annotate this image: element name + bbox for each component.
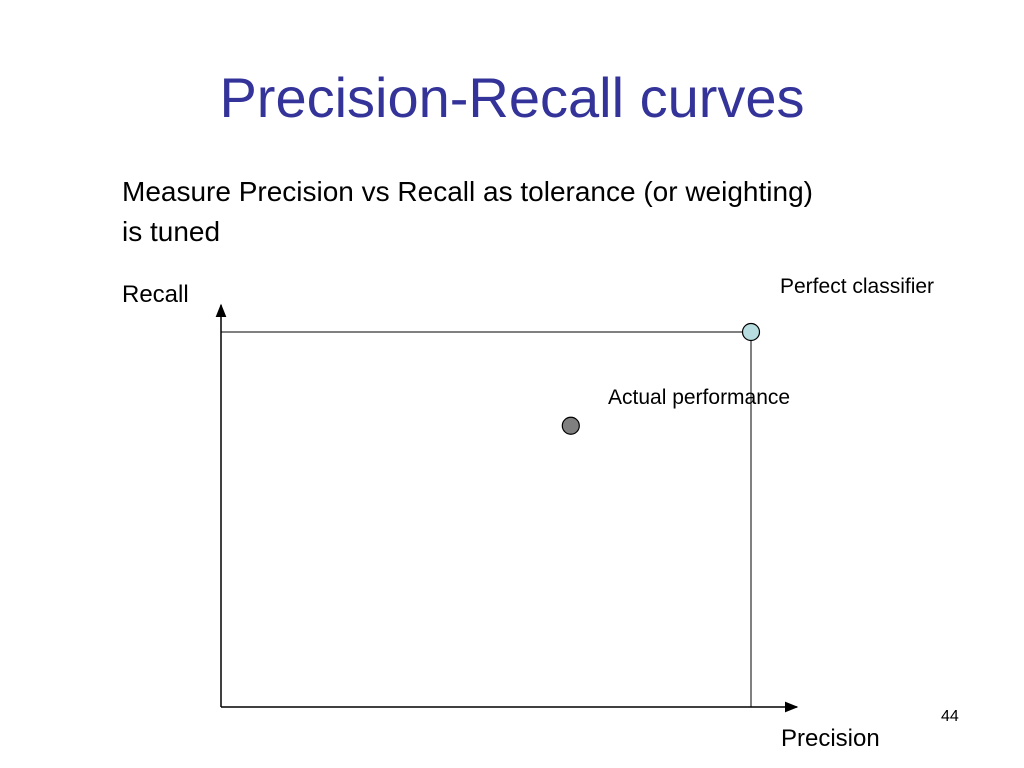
actual-performance-label: Actual performance <box>608 386 791 409</box>
perfect-classifier-label: Perfect classifier <box>780 275 935 298</box>
slide-number: 44 <box>941 708 959 725</box>
body-text: Measure Precision vs Recall as tolerance… <box>122 176 813 247</box>
actual-performance-point <box>561 416 580 435</box>
perfect-classifier-point <box>741 322 761 342</box>
x-axis-label: Precision <box>781 725 880 752</box>
y-axis-label: Recall <box>122 281 189 308</box>
slide-title: Precision-Recall curves <box>219 66 805 129</box>
points-layer <box>561 322 761 435</box>
